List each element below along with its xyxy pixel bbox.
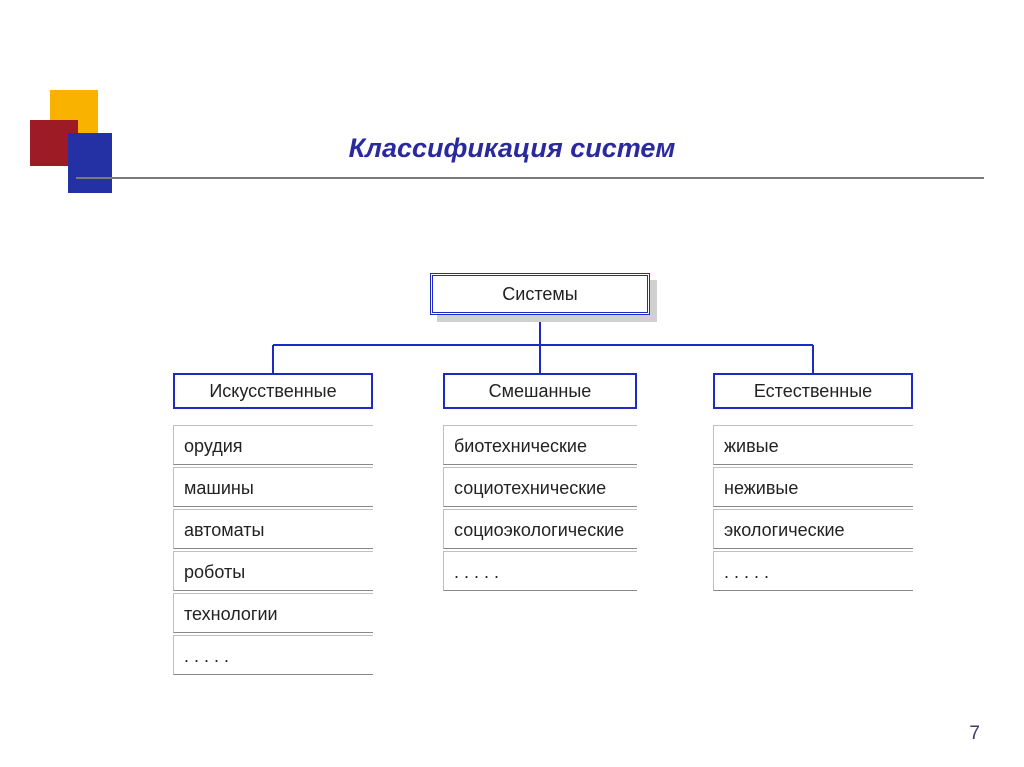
item-box: экологические bbox=[713, 509, 913, 549]
item-label: живые bbox=[724, 436, 779, 456]
item-box: . . . . . bbox=[173, 635, 373, 675]
category-box: Смешанные bbox=[443, 373, 637, 409]
item-label: роботы bbox=[184, 562, 245, 582]
slide-title: Классификация систем bbox=[0, 133, 1024, 164]
item-box: биотехнические bbox=[443, 425, 637, 465]
item-label: неживые bbox=[724, 478, 798, 498]
root-box: Системы bbox=[430, 273, 650, 315]
item-box: неживые bbox=[713, 467, 913, 507]
item-box: социотехнические bbox=[443, 467, 637, 507]
item-box: технологии bbox=[173, 593, 373, 633]
item-box: орудия bbox=[173, 425, 373, 465]
title-underline bbox=[76, 177, 984, 179]
category-label: Смешанные bbox=[489, 381, 592, 401]
category-label: Естественные bbox=[754, 381, 872, 401]
item-label: экологические bbox=[724, 520, 845, 540]
item-label: . . . . . bbox=[454, 562, 499, 582]
category-box: Естественные bbox=[713, 373, 913, 409]
item-label: биотехнические bbox=[454, 436, 587, 456]
item-label: автоматы bbox=[184, 520, 264, 540]
item-label: орудия bbox=[184, 436, 243, 456]
category-label: Искусственные bbox=[209, 381, 336, 401]
item-box: . . . . . bbox=[713, 551, 913, 591]
category-box: Искусственные bbox=[173, 373, 373, 409]
item-box: живые bbox=[713, 425, 913, 465]
slide: Классификация систем Системы Искусственн… bbox=[0, 0, 1024, 767]
item-box: роботы bbox=[173, 551, 373, 591]
item-label: социоэкологические bbox=[454, 520, 624, 540]
item-box: социоэкологические bbox=[443, 509, 637, 549]
item-label: машины bbox=[184, 478, 254, 498]
item-box: автоматы bbox=[173, 509, 373, 549]
item-box: машины bbox=[173, 467, 373, 507]
item-label: . . . . . bbox=[184, 646, 229, 666]
item-label: социотехнические bbox=[454, 478, 606, 498]
item-label: технологии bbox=[184, 604, 278, 624]
item-label: . . . . . bbox=[724, 562, 769, 582]
item-box: . . . . . bbox=[443, 551, 637, 591]
page-number: 7 bbox=[969, 723, 980, 745]
